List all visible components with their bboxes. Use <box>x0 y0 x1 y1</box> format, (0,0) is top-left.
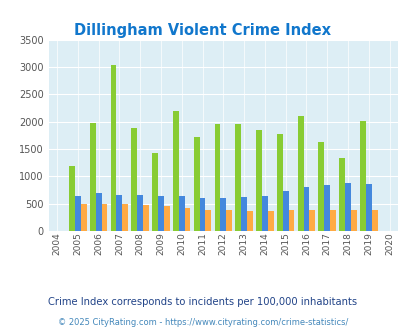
Bar <box>96 193 101 231</box>
Bar <box>350 210 356 231</box>
Bar <box>226 210 231 231</box>
Text: Dillingham Violent Crime Index: Dillingham Violent Crime Index <box>74 23 331 38</box>
Bar <box>111 65 116 231</box>
Bar <box>75 196 81 231</box>
Bar <box>329 210 335 231</box>
Bar <box>193 137 199 231</box>
Bar <box>359 120 365 231</box>
Bar <box>344 183 350 231</box>
Text: Crime Index corresponds to incidents per 100,000 inhabitants: Crime Index corresponds to incidents per… <box>48 297 357 307</box>
Bar <box>90 123 96 231</box>
Bar <box>267 211 273 231</box>
Bar <box>371 210 377 231</box>
Bar <box>303 187 309 231</box>
Bar <box>158 196 164 231</box>
Bar <box>152 153 158 231</box>
Bar <box>81 204 86 231</box>
Bar <box>214 124 220 231</box>
Bar <box>143 205 149 231</box>
Bar <box>69 166 75 231</box>
Bar <box>256 130 261 231</box>
Bar <box>173 111 178 231</box>
Bar <box>276 134 282 231</box>
Bar <box>241 197 246 231</box>
Bar <box>246 211 252 231</box>
Bar <box>131 128 137 231</box>
Bar <box>178 196 184 231</box>
Bar <box>164 206 169 231</box>
Bar <box>205 210 211 231</box>
Bar <box>309 210 314 231</box>
Bar <box>199 198 205 231</box>
Bar <box>184 208 190 231</box>
Bar <box>318 142 324 231</box>
Bar <box>288 210 294 231</box>
Bar <box>339 158 344 231</box>
Bar <box>261 196 267 231</box>
Bar <box>324 185 329 231</box>
Bar <box>235 124 241 231</box>
Bar <box>282 191 288 231</box>
Bar <box>220 198 226 231</box>
Bar <box>101 204 107 231</box>
Bar <box>365 184 371 231</box>
Bar <box>297 116 303 231</box>
Bar <box>122 204 128 231</box>
Text: © 2025 CityRating.com - https://www.cityrating.com/crime-statistics/: © 2025 CityRating.com - https://www.city… <box>58 318 347 327</box>
Bar <box>137 195 143 231</box>
Bar <box>116 195 122 231</box>
